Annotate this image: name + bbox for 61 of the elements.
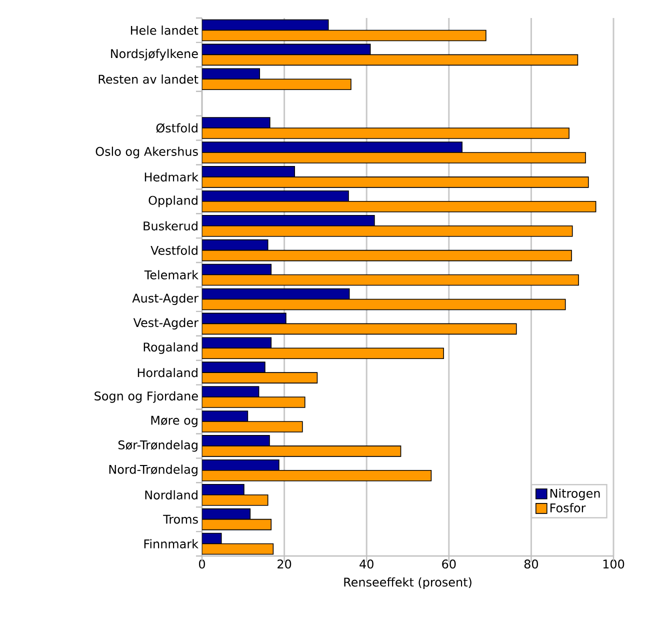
y-tick-label: Rogaland bbox=[144, 342, 198, 354]
y-tick-label: Sør-Trøndelag bbox=[118, 440, 198, 452]
y-tick-label: Nordsjøfylkene bbox=[111, 48, 198, 60]
y-tick-label: Østfold bbox=[156, 123, 198, 133]
y-tick-label: Buskerud bbox=[144, 221, 198, 230]
bar bbox=[202, 298, 566, 310]
y-tick-label: Oppland bbox=[148, 196, 198, 208]
y-tick-label: Vestfold bbox=[150, 246, 198, 255]
bar bbox=[202, 396, 306, 408]
y-tick-label: Aust-Agder bbox=[132, 293, 199, 305]
x-axis-title: Renseeffekt (prosent) bbox=[344, 577, 472, 589]
bar bbox=[202, 190, 349, 202]
bar bbox=[202, 312, 286, 324]
bar bbox=[202, 518, 272, 530]
bar bbox=[202, 201, 596, 212]
x-tick-label: 80 bbox=[524, 560, 538, 569]
bar bbox=[202, 142, 462, 153]
bar bbox=[202, 176, 589, 188]
y-tick-label: Nord-Trøndelag bbox=[109, 464, 198, 476]
bar bbox=[202, 543, 274, 555]
y-tick-label: Troms bbox=[163, 514, 198, 524]
bar bbox=[202, 78, 352, 90]
legend-label: Fosfor bbox=[550, 503, 586, 512]
legend-label: Nitrogen bbox=[550, 488, 600, 500]
bar bbox=[202, 532, 222, 544]
bar bbox=[202, 421, 303, 432]
y-tick-label: Hedmark bbox=[144, 172, 198, 182]
bar bbox=[202, 348, 444, 360]
y-tick-label: Hordaland bbox=[138, 368, 198, 378]
bar bbox=[202, 239, 268, 251]
bar bbox=[202, 508, 251, 520]
x-tick-label: 20 bbox=[278, 560, 292, 569]
bar bbox=[202, 19, 329, 31]
y-tick-label: Sogn og Fjordane bbox=[94, 391, 198, 403]
bar bbox=[202, 446, 402, 457]
y-tick-label: Vest-Agder bbox=[133, 318, 198, 330]
x-tick-label: 0 bbox=[198, 560, 206, 569]
x-tick-label: 60 bbox=[442, 560, 456, 569]
y-tick-label: Oslo og Akershus bbox=[96, 146, 198, 158]
bar bbox=[202, 214, 375, 226]
y-tick-label: Telemark bbox=[144, 270, 198, 280]
y-tick-label: Nordland bbox=[145, 490, 198, 500]
y-tick-label: Resten av landet bbox=[98, 74, 198, 84]
bar bbox=[202, 274, 579, 286]
bar bbox=[202, 225, 573, 237]
bar bbox=[202, 54, 578, 66]
bar bbox=[202, 470, 432, 482]
bar bbox=[202, 264, 272, 276]
x-tick-label: 40 bbox=[360, 560, 374, 569]
bar bbox=[202, 323, 517, 335]
bar bbox=[202, 30, 486, 42]
y-tick-label: Finnmark bbox=[144, 539, 198, 548]
bar bbox=[202, 372, 318, 384]
bar bbox=[202, 250, 572, 262]
bar bbox=[202, 128, 570, 139]
y-tick-label: Møre og bbox=[151, 416, 198, 428]
y-tick-label: Hele landet bbox=[130, 26, 198, 35]
x-tick-label: 100 bbox=[603, 560, 624, 569]
bar bbox=[202, 288, 350, 300]
bar bbox=[202, 44, 371, 56]
bar bbox=[202, 152, 586, 164]
